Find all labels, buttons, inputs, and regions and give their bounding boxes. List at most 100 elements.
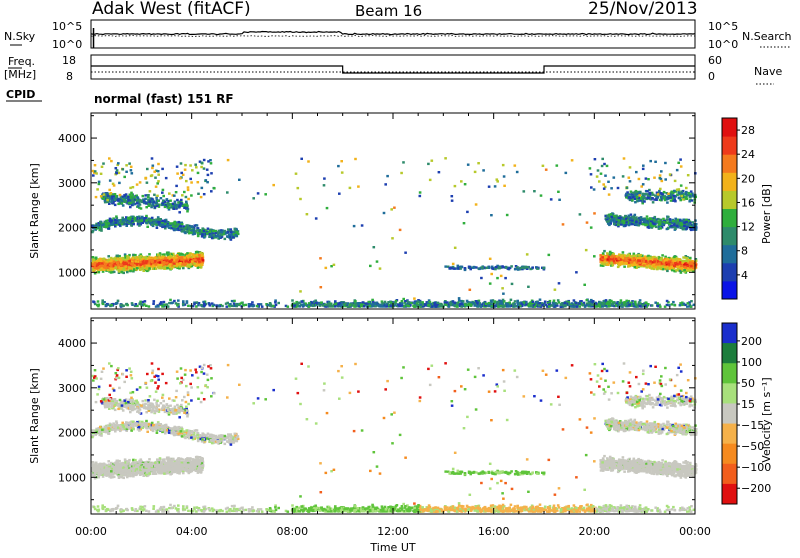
power-cell	[202, 259, 205, 261]
power-cell	[148, 253, 151, 255]
power-cell	[678, 188, 681, 190]
power-cell	[653, 223, 656, 225]
power-cell	[689, 261, 692, 263]
power-cell	[110, 271, 113, 273]
power-cell	[101, 224, 104, 226]
power-cell	[682, 256, 685, 258]
power-cell	[169, 255, 172, 257]
power-cell	[128, 221, 131, 223]
power-cell	[183, 256, 186, 258]
power-cell	[115, 266, 118, 268]
power-cell	[102, 162, 105, 164]
power-cell	[667, 258, 670, 260]
power-cell	[134, 217, 137, 219]
power-cell	[607, 264, 610, 266]
power-cell	[400, 172, 403, 174]
power-cell	[203, 159, 206, 161]
power-cell	[197, 235, 200, 237]
power-cell	[98, 183, 101, 185]
power-cell	[640, 185, 643, 187]
power-cell	[610, 220, 613, 222]
power-cell	[679, 270, 682, 272]
power-cell	[157, 264, 160, 266]
power-cell	[122, 219, 125, 221]
power-cell	[163, 268, 166, 270]
power-cell	[157, 174, 160, 176]
power-cell	[183, 191, 186, 193]
power-cell	[634, 214, 637, 216]
power-cell	[197, 181, 200, 183]
power-cell	[643, 264, 646, 266]
power-cell	[431, 160, 434, 162]
power-cell	[167, 203, 170, 205]
power-cell	[670, 266, 673, 268]
power-cell	[151, 224, 154, 226]
power-cell	[228, 233, 231, 235]
power-cell	[257, 192, 260, 194]
power-cell	[230, 238, 233, 240]
power-cell	[238, 179, 241, 181]
power-cell	[225, 232, 228, 234]
power-cell	[590, 173, 593, 175]
power-cell	[179, 262, 182, 264]
nsky-line	[91, 32, 695, 35]
power-cell	[614, 215, 617, 217]
power-cell	[169, 222, 172, 224]
power-cell	[623, 157, 626, 159]
power-cell	[129, 216, 132, 218]
power-cell	[164, 220, 167, 222]
power-cell	[146, 260, 149, 262]
power-cell	[170, 268, 173, 270]
power-cell	[130, 166, 133, 168]
power-cell	[628, 215, 631, 217]
power-cell	[639, 254, 642, 256]
mode-label: normal (fast) 151 RF	[94, 92, 234, 106]
power-cell	[107, 255, 110, 257]
power-cell	[634, 255, 637, 257]
power-cell	[140, 220, 143, 222]
power-cell	[429, 179, 432, 181]
power-cell	[653, 260, 656, 262]
power-cell	[180, 225, 183, 227]
power-cell	[91, 263, 94, 265]
power-cell	[165, 262, 168, 264]
power-cell	[632, 255, 635, 257]
power-cell	[119, 264, 122, 266]
power-cell	[639, 257, 642, 259]
power-cell	[161, 192, 164, 194]
power-cell	[654, 266, 657, 268]
power-cell	[659, 174, 662, 176]
power-cell	[155, 220, 158, 222]
power-cell	[227, 159, 230, 161]
power-cell	[649, 260, 652, 262]
power-cell	[654, 194, 657, 196]
power-cell	[683, 269, 686, 271]
power-cell	[142, 195, 145, 197]
power-cell	[128, 162, 131, 164]
power-cell	[129, 202, 132, 204]
power-cell	[91, 225, 94, 227]
power-cell	[174, 201, 177, 203]
power-cell	[220, 231, 223, 233]
power-cell	[100, 195, 103, 197]
power-cell	[647, 178, 650, 180]
power-cell	[193, 256, 196, 258]
power-cell	[169, 263, 172, 265]
power-cell	[118, 270, 121, 272]
power-cell	[181, 194, 184, 196]
power-cell	[156, 182, 159, 184]
power-cell	[153, 194, 156, 196]
freq-trace	[91, 66, 695, 73]
power-cell	[680, 226, 683, 228]
power-cell	[649, 265, 652, 267]
power-cell	[665, 262, 668, 264]
power-cell	[100, 229, 103, 231]
power-cell	[187, 189, 190, 191]
cpid-label: CPID	[6, 88, 35, 101]
power-cell	[644, 255, 647, 257]
power-cell	[681, 220, 684, 222]
power-cell	[593, 188, 596, 190]
power-cell	[652, 225, 655, 227]
power-cell	[132, 186, 135, 188]
power-cell	[604, 256, 607, 258]
